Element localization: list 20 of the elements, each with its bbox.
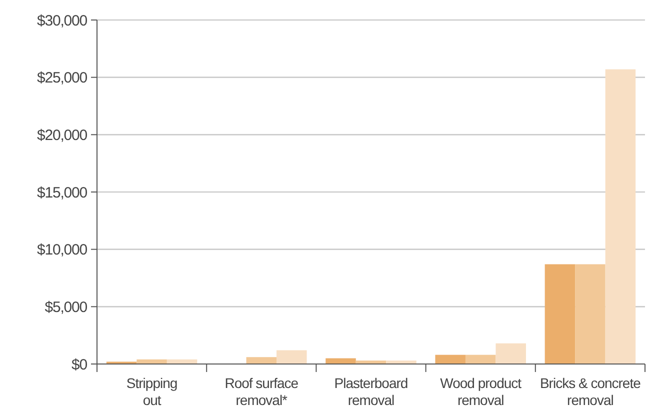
bar — [496, 343, 526, 364]
x-tick-label: Plasterboard removal — [334, 375, 408, 408]
y-tick-label: $10,000 — [36, 242, 88, 259]
x-tick-label: Stripping out — [126, 375, 178, 408]
bar — [246, 357, 277, 364]
bar — [605, 69, 636, 364]
bar — [435, 354, 466, 364]
x-tick-label: Roof surface removal* — [224, 375, 299, 408]
y-tick-label: $15,000 — [36, 184, 88, 202]
y-tick-label: $20,000 — [36, 126, 88, 144]
bar — [465, 354, 496, 364]
y-tick-label: $25,000 — [36, 70, 88, 87]
bar — [544, 264, 576, 364]
bar — [276, 350, 307, 364]
y-tick-label: $5,000 — [44, 298, 88, 316]
x-tick-label: Bricks & concrete removal — [540, 375, 642, 408]
y-tick-label: $30,000 — [36, 12, 88, 30]
x-tick-label: Wood product removal — [440, 375, 522, 408]
y-tick-label: $0 — [72, 356, 88, 374]
bar — [575, 264, 606, 364]
